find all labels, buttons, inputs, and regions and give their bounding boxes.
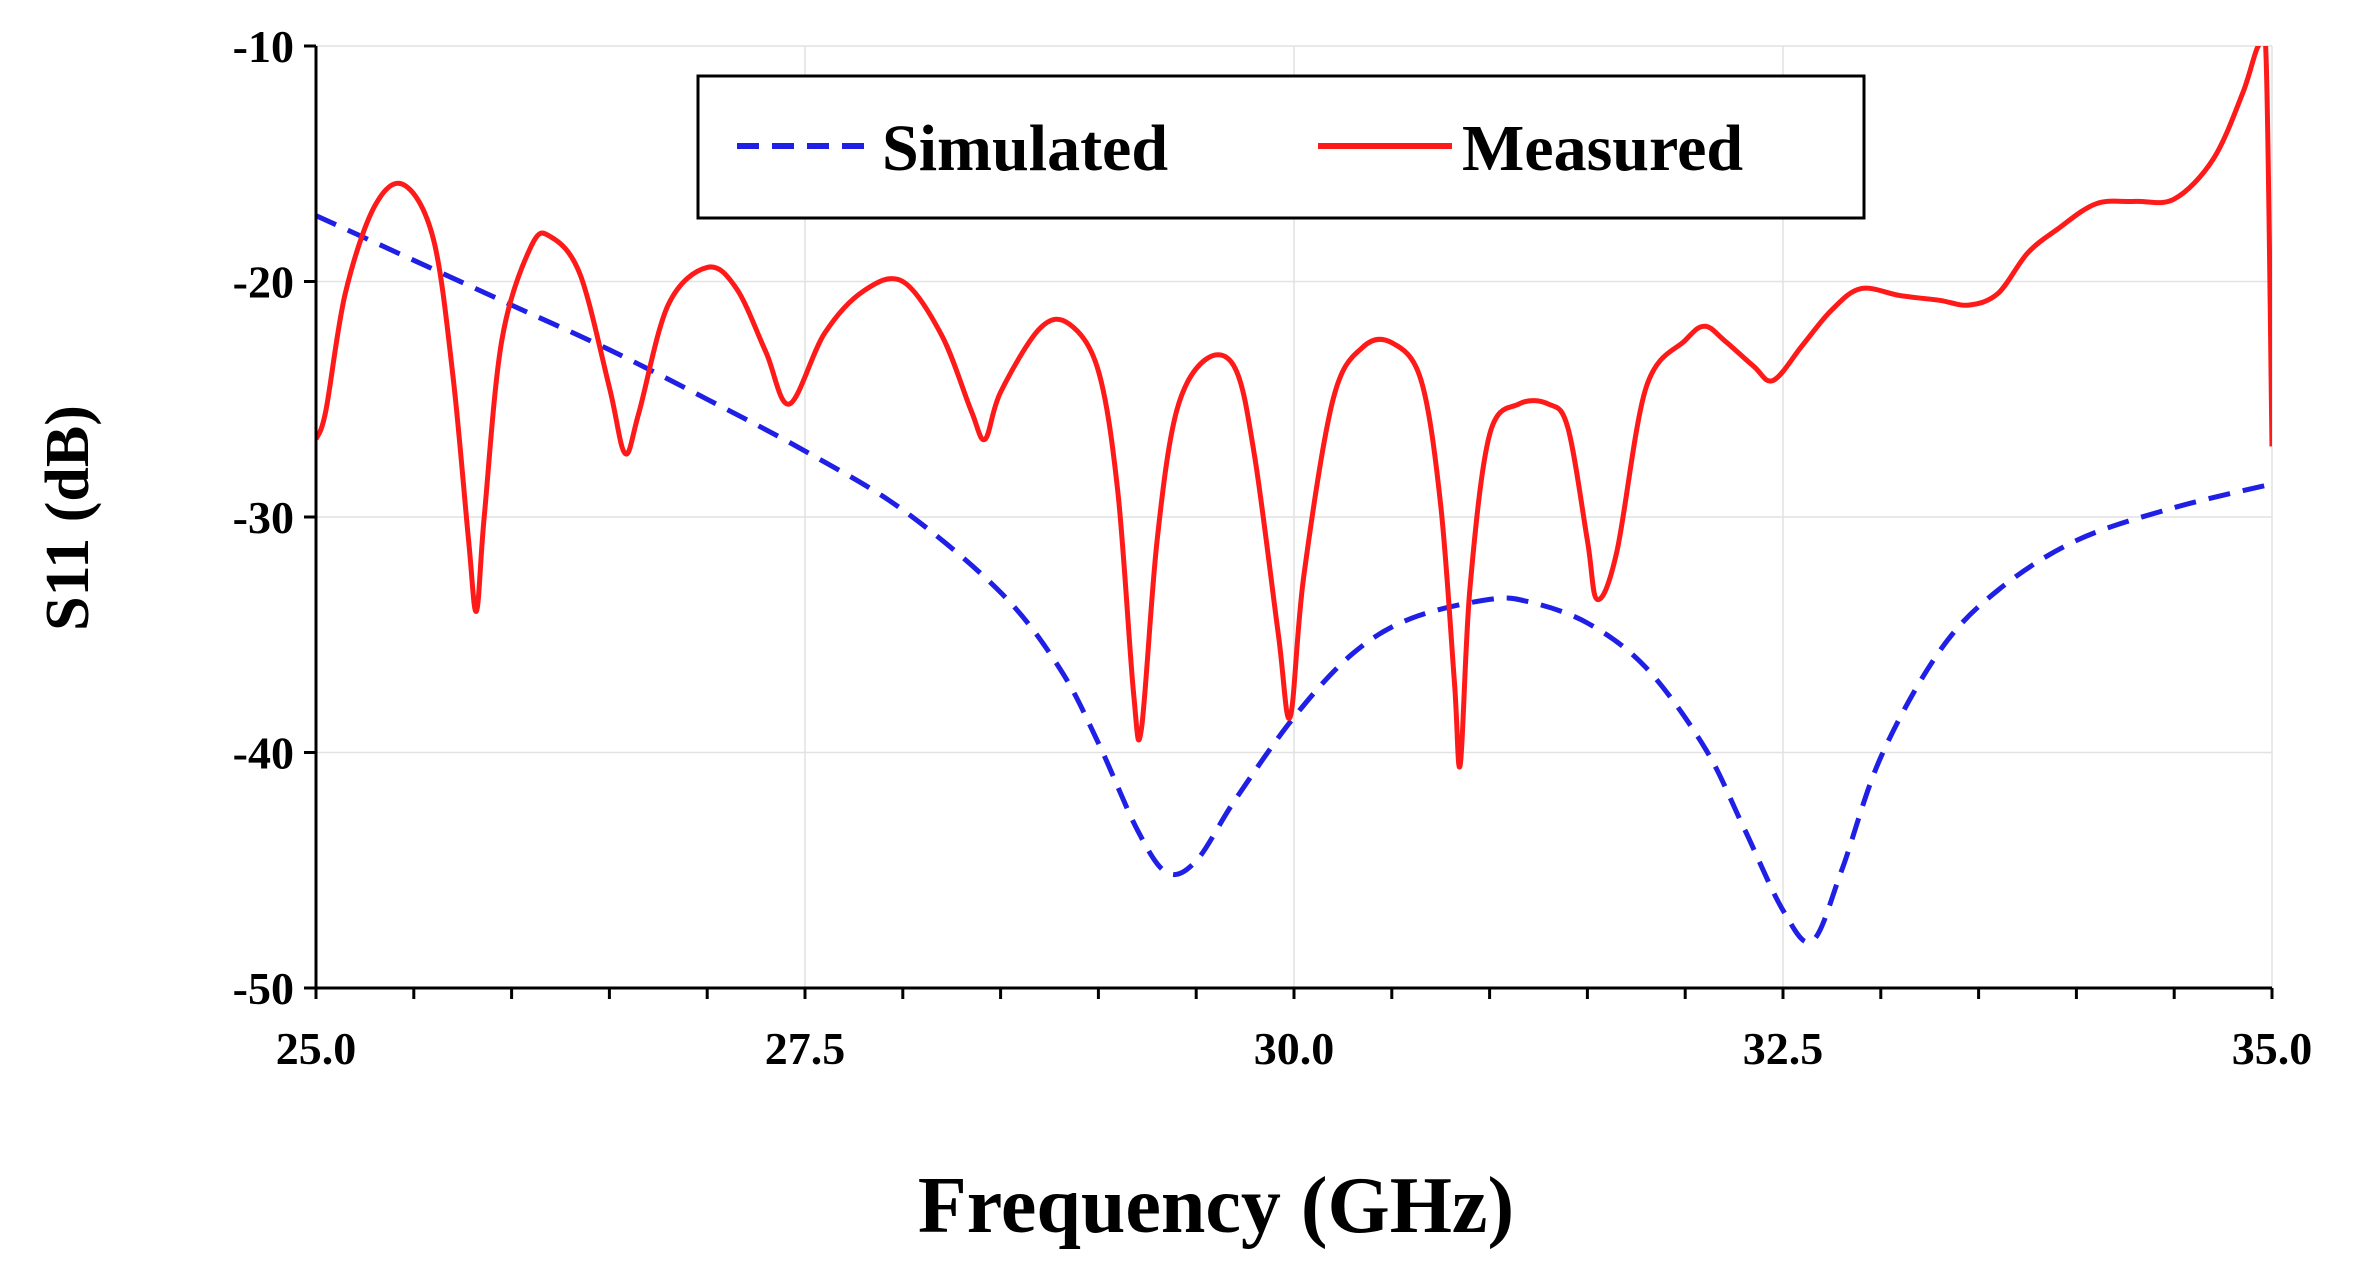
y-tick-label-2: -30 — [233, 492, 294, 543]
series-line-simulated — [316, 213, 2272, 945]
legend-box — [696, 74, 1866, 220]
series-group — [316, 46, 2272, 945]
series-line-measured — [316, 46, 2272, 770]
x-tick-label-2: 30.0 — [1254, 1023, 1335, 1074]
tick-labels: -50 -40 -30 -20 -10 25.0 27.5 30.0 32.5 35.0 — [233, 21, 2313, 1074]
axes — [304, 44, 2274, 999]
legend: Simulated Measured — [696, 74, 1866, 220]
x-tick-label-0: 25.0 — [276, 1023, 357, 1074]
legend-simulated-label: Simulated — [882, 112, 1168, 185]
y-tick-label-4: -10 — [233, 21, 294, 72]
y-tick-label-3: -20 — [233, 257, 294, 308]
y-axis-title: S11 (dB) — [34, 405, 102, 631]
legend-measured-label: Measured — [1462, 112, 1743, 185]
x-tick-label-1: 27.5 — [765, 1023, 846, 1074]
y-tick-label-0: -50 — [233, 963, 294, 1014]
x-axis-title: Frequency (GHz) — [918, 1162, 1514, 1250]
x-tick-label-3: 32.5 — [1743, 1023, 1824, 1074]
x-tick-label-4: 35.0 — [2232, 1023, 2313, 1074]
y-tick-label-1: -40 — [233, 728, 294, 779]
